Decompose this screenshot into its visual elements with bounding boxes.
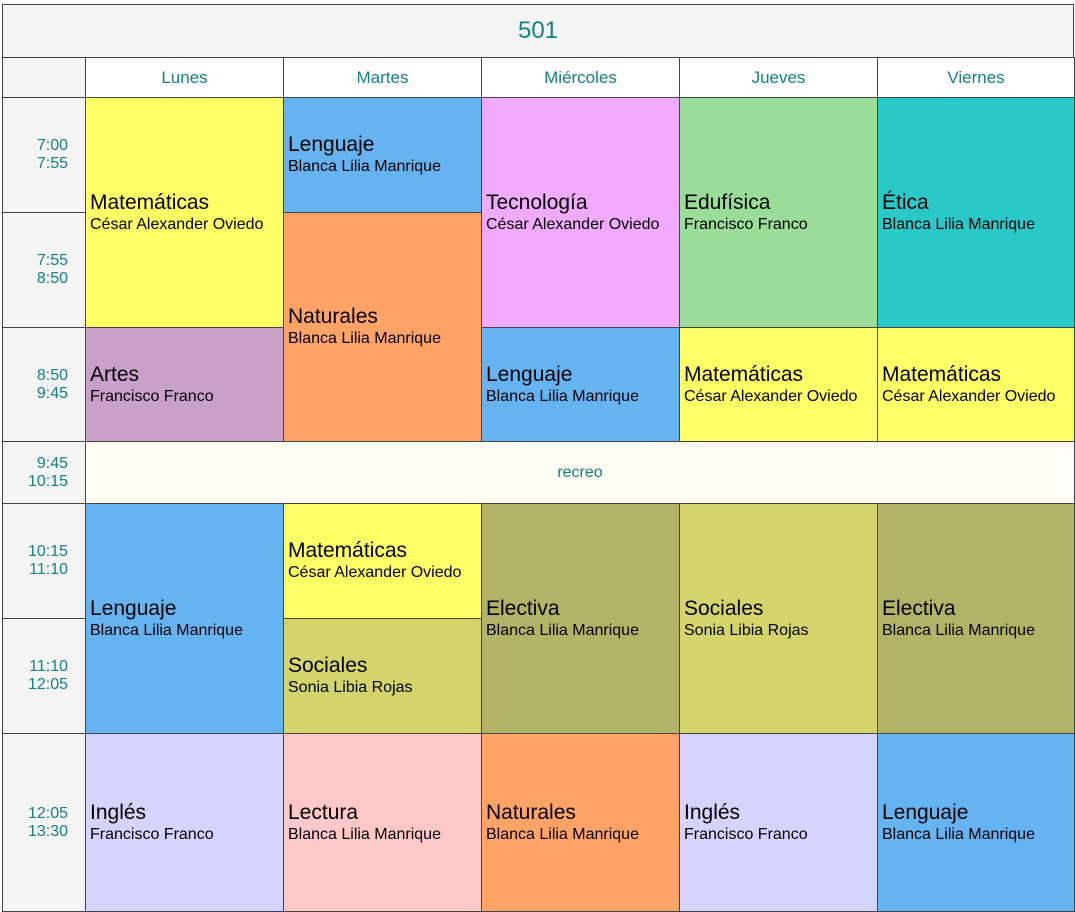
lesson-teacher: Blanca Lilia Manrique: [90, 621, 283, 641]
lesson-cell[interactable]: Electiva Blanca Lilia Manrique: [481, 503, 680, 734]
time-end: 10:15: [20, 473, 68, 491]
lesson-subject: Matemáticas: [90, 191, 283, 215]
time-slot-5: 11:10 12:05: [2, 618, 86, 734]
time-end: 11:10: [20, 561, 68, 579]
lesson-teacher: Blanca Lilia Manrique: [288, 157, 481, 177]
lesson-cell[interactable]: Inglés Francisco Franco: [85, 733, 284, 912]
lesson-cell[interactable]: Matemáticas César Alexander Oviedo: [877, 327, 1075, 442]
lesson-cell[interactable]: Naturales Blanca Lilia Manrique: [283, 212, 482, 442]
timetable-title: 501: [2, 4, 1074, 58]
lesson-cell[interactable]: Inglés Francisco Franco: [679, 733, 878, 912]
lesson-teacher: Francisco Franco: [684, 825, 877, 845]
lesson-subject: Lenguaje: [882, 801, 1074, 825]
time-slot-6: 12:05 13:30: [2, 733, 86, 912]
lesson-cell[interactable]: Edufísica Francisco Franco: [679, 97, 878, 328]
lesson-subject: Lenguaje: [486, 363, 679, 387]
lesson-cell[interactable]: Matemáticas César Alexander Oviedo: [679, 327, 878, 442]
lesson-teacher: Blanca Lilia Manrique: [486, 621, 679, 641]
lesson-subject: Sociales: [288, 654, 481, 678]
lesson-teacher: Francisco Franco: [684, 215, 877, 235]
lesson-subject: Naturales: [486, 801, 679, 825]
time-start: 11:10: [20, 658, 68, 676]
time-start: 12:05: [20, 805, 68, 823]
lesson-cell[interactable]: Sociales Sonia Libia Rojas: [679, 503, 878, 734]
day-header-3: Jueves: [679, 57, 878, 98]
lesson-teacher: César Alexander Oviedo: [90, 215, 283, 235]
lesson-teacher: Francisco Franco: [90, 825, 283, 845]
time-slot-0: 7:00 7:55: [2, 97, 86, 213]
lesson-cell[interactable]: Lenguaje Blanca Lilia Manrique: [283, 97, 482, 213]
lesson-teacher: Sonia Libia Rojas: [684, 621, 877, 641]
time-slot-4: 10:15 11:10: [2, 503, 86, 619]
lesson-subject: Tecnología: [486, 191, 679, 215]
time-slot-3: 9:45 10:15: [2, 441, 86, 504]
time-start: 9:45: [20, 455, 68, 473]
lesson-subject: Edufísica: [684, 191, 877, 215]
time-end: 8:50: [20, 270, 68, 288]
time-end: 13:30: [20, 823, 68, 841]
lesson-subject: Lenguaje: [90, 597, 283, 621]
lesson-teacher: César Alexander Oviedo: [882, 387, 1074, 407]
time-slot-1: 7:55 8:50: [2, 212, 86, 328]
lesson-teacher: Blanca Lilia Manrique: [882, 825, 1074, 845]
lesson-subject: Lenguaje: [288, 133, 481, 157]
lesson-subject: Artes: [90, 363, 283, 387]
lesson-cell[interactable]: Lenguaje Blanca Lilia Manrique: [85, 503, 284, 734]
lesson-teacher: César Alexander Oviedo: [684, 387, 877, 407]
time-start: 7:00: [20, 137, 68, 155]
lesson-subject: Matemáticas: [684, 363, 877, 387]
lesson-cell[interactable]: Matemáticas César Alexander Oviedo: [85, 97, 284, 328]
lesson-teacher: Blanca Lilia Manrique: [288, 825, 481, 845]
lesson-cell[interactable]: Sociales Sonia Libia Rojas: [283, 618, 482, 734]
lesson-teacher: Blanca Lilia Manrique: [486, 387, 679, 407]
lesson-teacher: Blanca Lilia Manrique: [288, 329, 481, 349]
time-end: 7:55: [20, 155, 68, 173]
lesson-cell[interactable]: Ética Blanca Lilia Manrique: [877, 97, 1075, 328]
lesson-cell[interactable]: Naturales Blanca Lilia Manrique: [481, 733, 680, 912]
lesson-subject: Electiva: [882, 597, 1074, 621]
lesson-teacher: Francisco Franco: [90, 387, 283, 407]
lesson-teacher: César Alexander Oviedo: [486, 215, 679, 235]
time-end: 12:05: [20, 676, 68, 694]
time-start: 10:15: [20, 543, 68, 561]
day-header-4: Viernes: [877, 57, 1075, 98]
lesson-subject: Electiva: [486, 597, 679, 621]
header-corner: [2, 57, 86, 98]
lesson-subject: Inglés: [90, 801, 283, 825]
lesson-subject: Sociales: [684, 597, 877, 621]
lesson-teacher: Blanca Lilia Manrique: [486, 825, 679, 845]
lesson-cell[interactable]: Electiva Blanca Lilia Manrique: [877, 503, 1075, 734]
day-header-2: Miércoles: [481, 57, 680, 98]
day-header-0: Lunes: [85, 57, 284, 98]
lesson-subject: Naturales: [288, 305, 481, 329]
lesson-subject: Matemáticas: [288, 539, 481, 563]
lesson-cell[interactable]: Matemáticas César Alexander Oviedo: [283, 503, 482, 619]
lesson-cell[interactable]: Lectura Blanca Lilia Manrique: [283, 733, 482, 912]
time-start: 8:50: [20, 367, 68, 385]
lesson-teacher: César Alexander Oviedo: [288, 563, 481, 583]
lesson-cell[interactable]: Artes Francisco Franco: [85, 327, 284, 442]
lesson-subject: Lectura: [288, 801, 481, 825]
time-slot-2: 8:50 9:45: [2, 327, 86, 442]
lesson-cell[interactable]: Lenguaje Blanca Lilia Manrique: [877, 733, 1075, 912]
time-end: 9:45: [20, 385, 68, 403]
lesson-cell[interactable]: Tecnología César Alexander Oviedo: [481, 97, 680, 328]
lesson-teacher: Blanca Lilia Manrique: [882, 621, 1074, 641]
day-header-1: Martes: [283, 57, 482, 98]
lesson-teacher: Blanca Lilia Manrique: [882, 215, 1074, 235]
lesson-subject: Inglés: [684, 801, 877, 825]
time-start: 7:55: [20, 252, 68, 270]
lesson-teacher: Sonia Libia Rojas: [288, 678, 481, 698]
lesson-subject: Ética: [882, 191, 1074, 215]
lesson-subject: Matemáticas: [882, 363, 1074, 387]
lesson-cell[interactable]: Lenguaje Blanca Lilia Manrique: [481, 327, 680, 442]
break-row: recreo: [85, 441, 1075, 504]
